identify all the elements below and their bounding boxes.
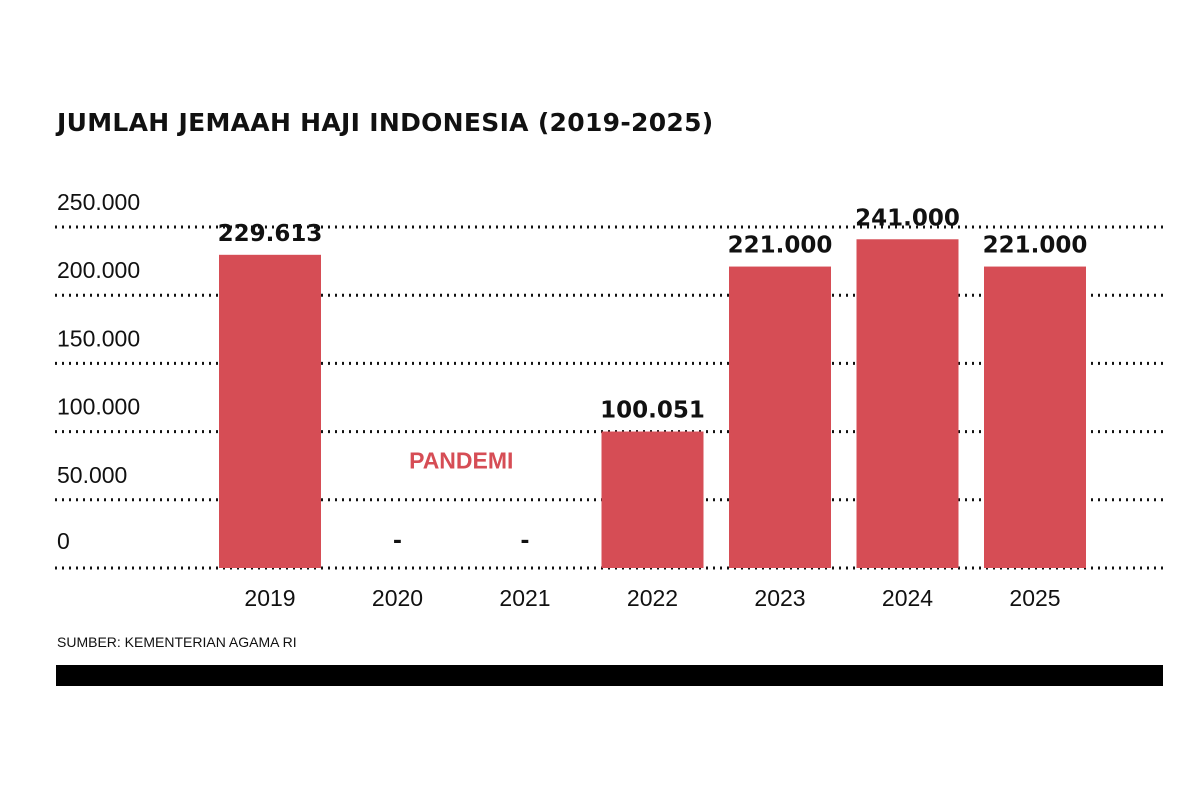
- y-tick-label: 0: [57, 528, 70, 554]
- data-label-2024: 241.000: [855, 205, 960, 231]
- bars: [219, 239, 1086, 568]
- x-tick-label-2021: 2021: [499, 585, 550, 611]
- data-label-2023: 221.000: [728, 233, 833, 259]
- y-tick-label: 50.000: [57, 462, 127, 488]
- x-tick-label-2024: 2024: [882, 585, 933, 611]
- y-tick-label: 150.000: [57, 325, 140, 351]
- data-label-2020: -: [393, 529, 402, 554]
- x-tick-label-2023: 2023: [754, 585, 805, 611]
- bar-2019: [219, 254, 321, 568]
- y-tick-label: 250.000: [57, 189, 140, 215]
- x-tick-label-2022: 2022: [627, 585, 678, 611]
- data-label-2021: -: [520, 529, 529, 554]
- data-label-2025: 221.000: [983, 233, 1088, 259]
- bottom-bar: [56, 665, 1163, 686]
- data-label-2019: 229.613: [218, 221, 323, 247]
- y-tick-label: 200.000: [57, 257, 140, 283]
- source-note: SUMBER: KEMENTERIAN AGAMA RI: [57, 634, 297, 650]
- y-axis-ticks: 0 50.000 100.000 150.000 200.000 250.000: [57, 189, 140, 554]
- data-labels: 229.613 - - 100.051 221.000 241.000 221.000: [218, 205, 1088, 554]
- data-label-2022: 100.051: [600, 398, 705, 424]
- bar-2022: [601, 431, 704, 568]
- annotation-pandemi: PANDEMI: [409, 447, 513, 473]
- bar-2024: [856, 239, 959, 568]
- x-tick-label-2025: 2025: [1009, 585, 1060, 611]
- y-tick-label: 100.000: [57, 394, 140, 420]
- bar-2023: [729, 266, 831, 568]
- x-axis-ticks: 2019 2020 2021 2022 2023 2024 2025: [244, 585, 1060, 611]
- annotations: PANDEMI: [409, 447, 513, 473]
- x-tick-label-2020: 2020: [372, 585, 423, 611]
- chart-title: JUMLAH JEMAAH HAJI INDONESIA (2019-2025): [57, 108, 714, 137]
- x-tick-label-2019: 2019: [244, 585, 295, 611]
- bar-2025: [984, 266, 1086, 568]
